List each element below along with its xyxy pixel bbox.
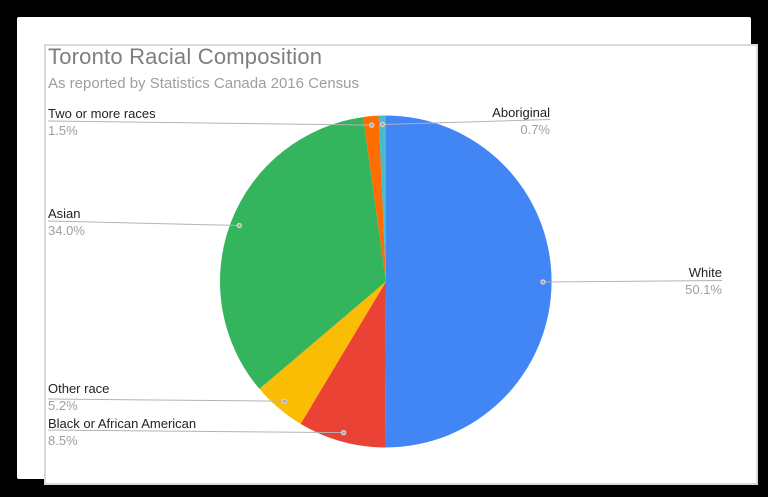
leader-dot-black-or-african-american <box>340 429 347 436</box>
slice-label-name: Asian <box>48 206 81 221</box>
slice-label-name: White <box>688 265 722 280</box>
slice-label-percent: 0.7% <box>520 122 550 137</box>
slice-label-name: Aboriginal <box>492 105 550 120</box>
slice-label-name: Other race <box>48 381 110 396</box>
slice-label-percent: 8.5% <box>48 433 78 448</box>
leader-line-white <box>542 280 723 283</box>
leader-line-black-or-african-american <box>47 429 344 434</box>
leader-dot-two-or-more-races <box>368 122 375 128</box>
slice-label-percent: 50.1% <box>685 282 722 297</box>
slice-label-other-race: Other race 5.2% <box>48 382 109 413</box>
slice-label-name: Black or African American <box>48 416 197 431</box>
leader-line-aboriginal <box>382 119 551 126</box>
leader-dot-aboriginal <box>379 121 386 128</box>
slice-label-percent: 1.5% <box>48 123 78 138</box>
pie-slice-asian[interactable] <box>219 117 386 389</box>
slice-label-percent: 5.2% <box>48 398 78 413</box>
leader-line-asian <box>47 220 240 227</box>
slice-label-percent: 34.0% <box>48 223 85 238</box>
slice-label-two-or-more-races: Two or more races 1.5% <box>48 107 156 138</box>
slice-label-black-or-african-american: Black or African American 8.5% <box>48 417 196 448</box>
leader-dot-other-race <box>281 398 288 404</box>
slice-label-aboriginal: Aboriginal 0.7% <box>492 106 550 137</box>
leader-dot-white <box>540 279 546 285</box>
pie-slice-black-or-african-american[interactable] <box>300 281 386 448</box>
slice-label-asian: Asian 34.0% <box>48 207 85 238</box>
leader-dot-asian <box>236 222 243 229</box>
leader-line-two-or-more-races <box>47 120 372 126</box>
chart-title: Toronto Racial Composition <box>48 44 323 69</box>
pie-slice-aboriginal[interactable] <box>378 115 386 282</box>
pie-slice-other-race[interactable] <box>259 281 386 424</box>
pie-slice-white[interactable] <box>384 115 552 448</box>
pie-slice-two-or-more-races[interactable] <box>363 115 386 282</box>
slice-label-white: White 50.1% <box>685 266 722 297</box>
chart-subtitle: As reported by Statistics Canada 2016 Ce… <box>48 75 360 92</box>
slice-label-name: Two or more races <box>48 106 156 121</box>
leader-line-other-race <box>47 398 285 402</box>
